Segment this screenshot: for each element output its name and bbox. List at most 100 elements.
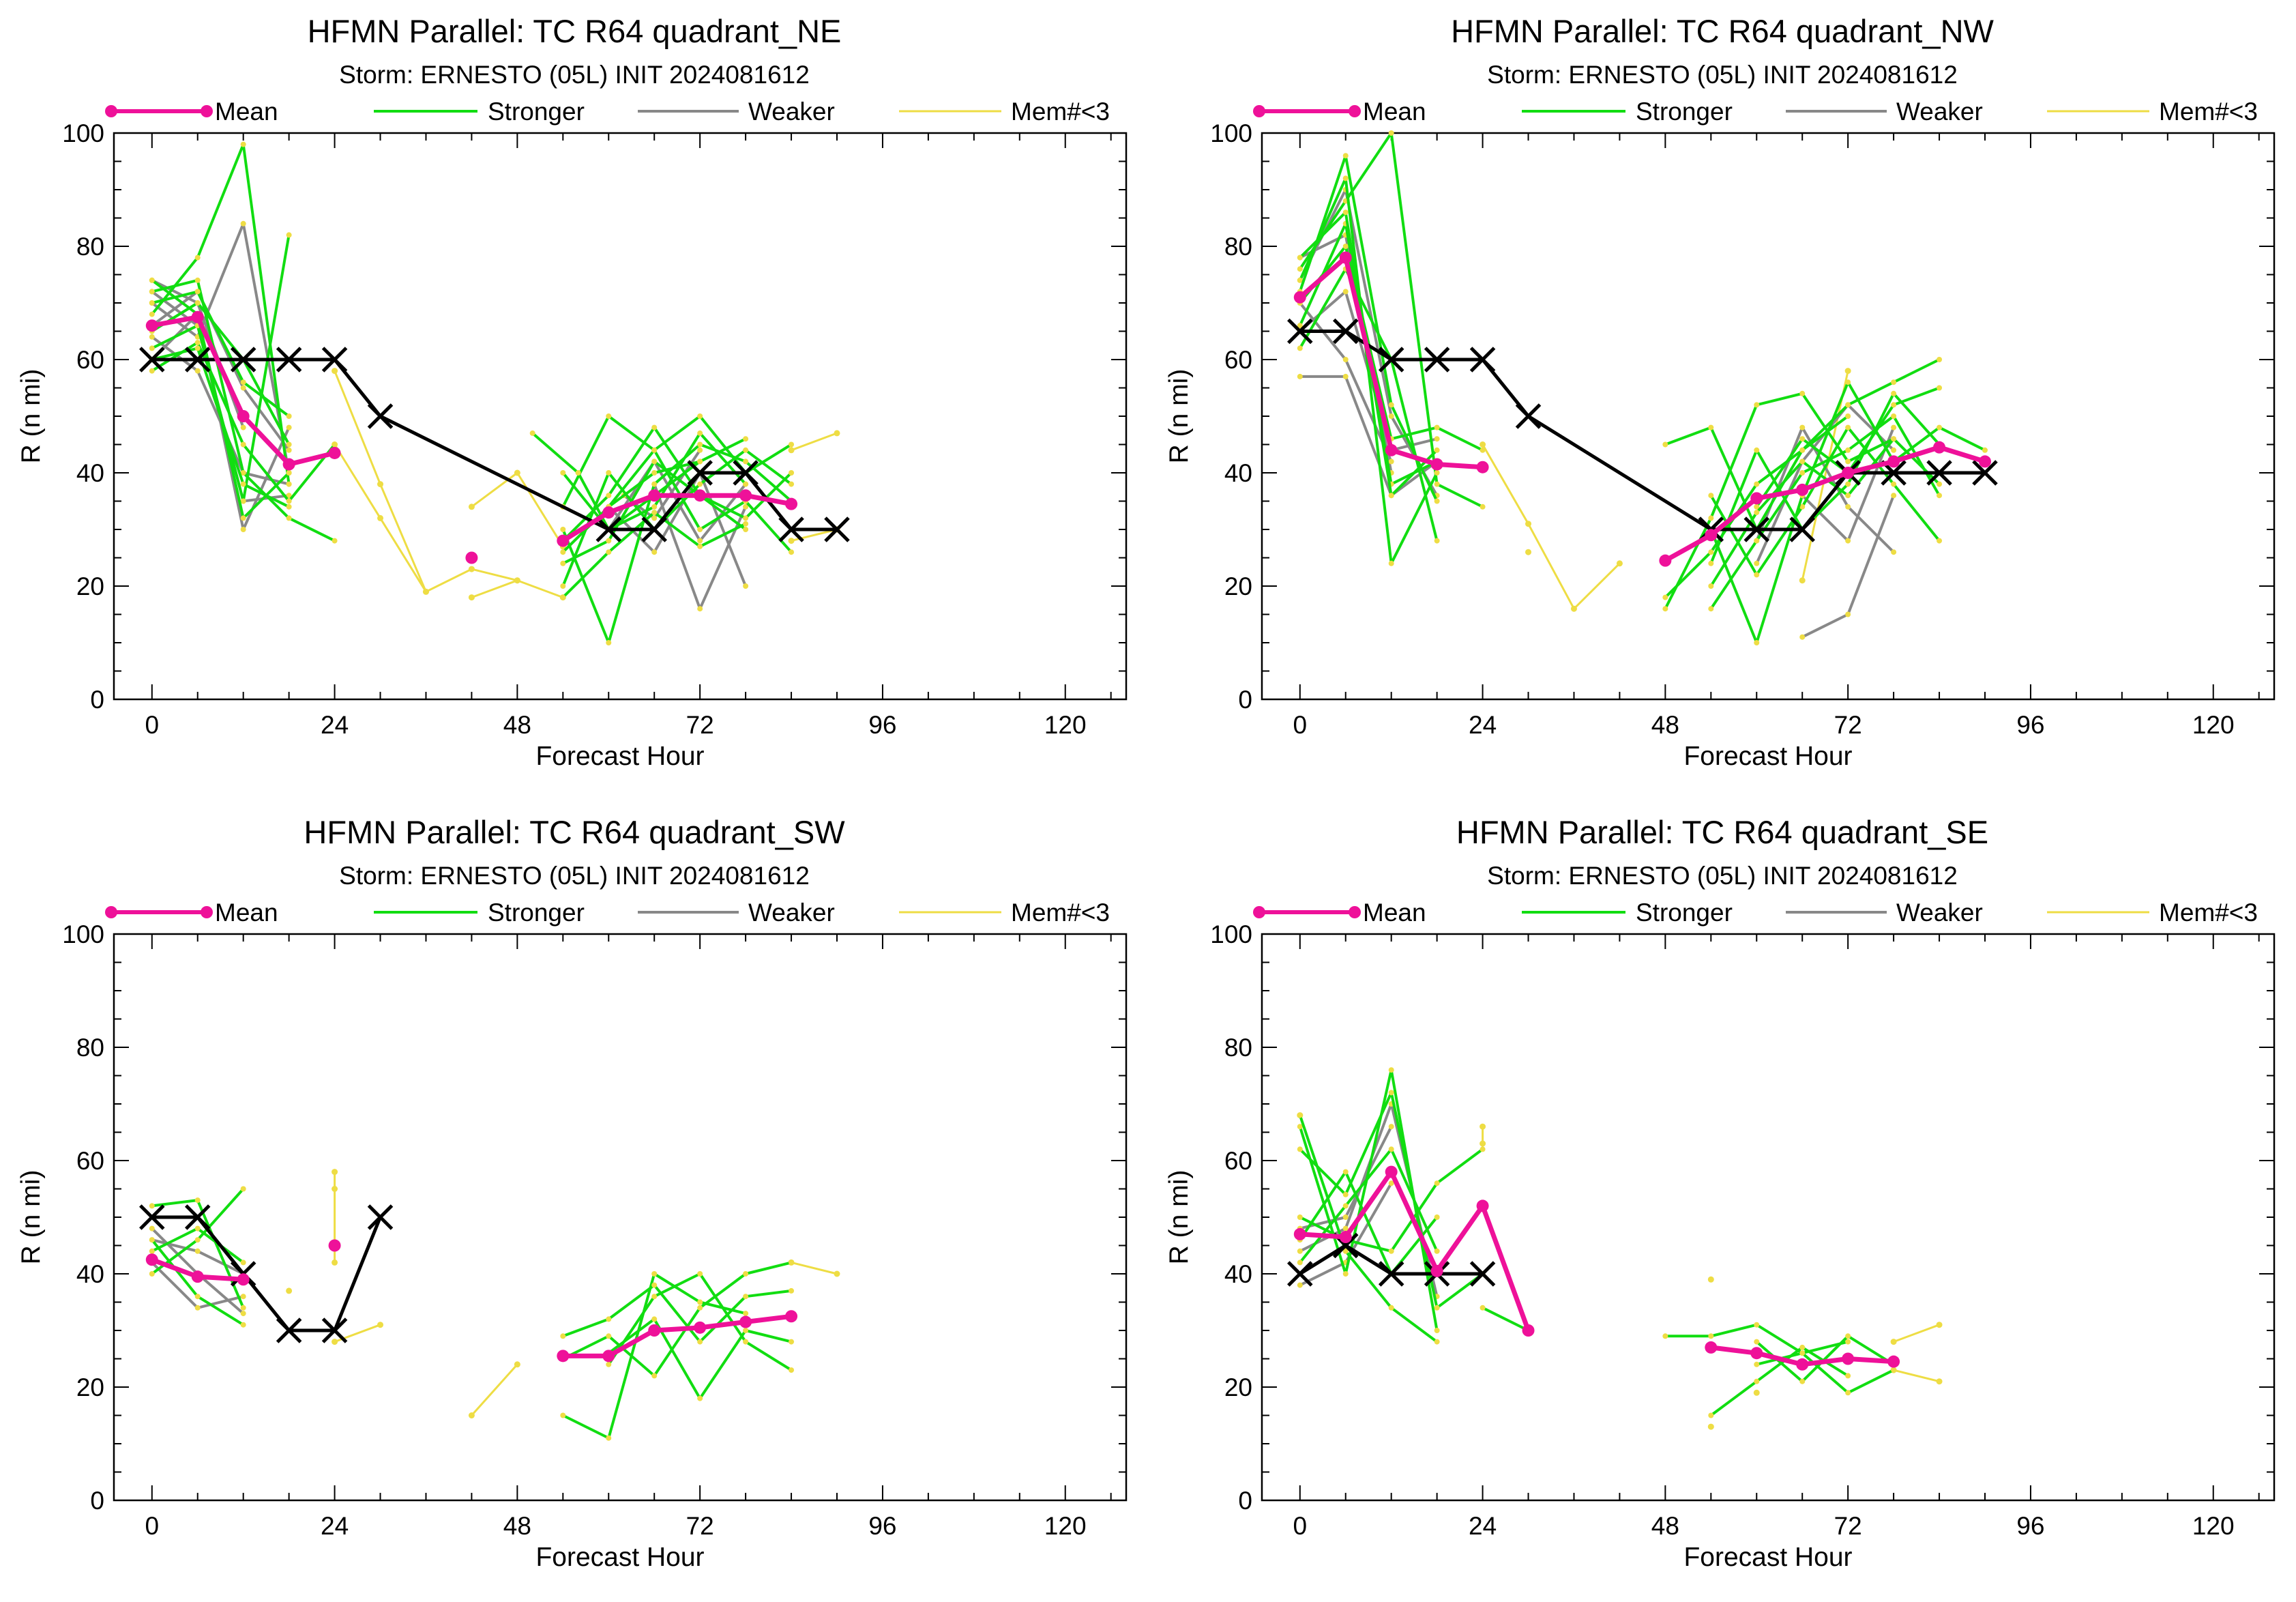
stronger-member-point: [1799, 504, 1806, 510]
best-track-marker: [733, 460, 759, 486]
stronger-member-point: [240, 470, 246, 476]
stronger-member-line: [1298, 1068, 1439, 1331]
x-tick-label: 48: [503, 1512, 531, 1540]
stronger-member-point: [560, 560, 566, 566]
best-track-marker: [184, 1204, 211, 1230]
legend-stronger: Stronger: [374, 98, 585, 126]
legend-few: Mem#<3: [2047, 98, 2258, 126]
chart-title: HFMN Parallel: TC R64 quadrant_NW: [1451, 13, 1994, 49]
stronger-member-point: [606, 1361, 612, 1367]
weaker-member-point: [1891, 549, 1897, 555]
stronger-member-point: [697, 1395, 703, 1401]
stronger-member-point: [1799, 447, 1806, 453]
mean-point: [602, 506, 615, 519]
legend-label-weaker: Weaker: [1896, 98, 1983, 126]
weaker-member-point: [743, 583, 749, 589]
x-tick-label: 0: [1293, 711, 1308, 739]
stronger-members: [1297, 1067, 1897, 1418]
best-track-marker: [1378, 347, 1404, 373]
stronger-member-point: [240, 1322, 246, 1328]
weaker-member-point: [697, 538, 703, 544]
weaker-member-point: [1388, 413, 1394, 419]
weaker-member-point: [1297, 1248, 1303, 1254]
stronger-member-point: [286, 498, 292, 504]
stronger-member-point: [743, 527, 749, 532]
few-member-point: [1525, 521, 1532, 527]
plot-frame: [113, 933, 1128, 1502]
y-tick-label: 80: [1224, 233, 1252, 261]
stronger-member-point: [1845, 424, 1851, 431]
stronger-member-point: [606, 640, 612, 645]
few-member-point: [1799, 577, 1806, 584]
few-member-point: [514, 1361, 520, 1368]
best-track: [139, 347, 850, 542]
stronger-member-point: [194, 289, 201, 295]
stronger-member-point: [651, 1294, 658, 1300]
mean-point: [694, 489, 707, 502]
x-tick-label: 120: [1044, 1512, 1087, 1540]
stronger-member-point: [1662, 441, 1668, 448]
mean-point: [648, 1324, 661, 1337]
y-tick-label: 80: [1224, 1034, 1252, 1062]
few-member-point: [1890, 1339, 1897, 1345]
stronger-member-point: [240, 441, 246, 448]
x-tick-label: 24: [321, 711, 349, 739]
stronger-member-point: [1342, 153, 1349, 159]
stronger-member-line: [1299, 267, 1439, 542]
y-tick-label: 60: [1224, 1147, 1252, 1175]
stronger-member-point: [1388, 130, 1394, 136]
weaker-member-point: [240, 424, 246, 431]
few-member-point: [1936, 1378, 1943, 1385]
y-tick-label: 60: [76, 1147, 104, 1175]
few-member-point: [1844, 368, 1851, 375]
mean-series: [145, 310, 798, 564]
x-tick-label: 72: [1834, 711, 1862, 739]
weaker-member-point: [743, 504, 749, 510]
legend-mean: Mean: [105, 899, 278, 927]
x-tick-label: 72: [686, 1512, 714, 1540]
stronger-member-point: [1434, 447, 1440, 453]
few-member-point: [788, 447, 795, 454]
stronger-member-line: [1709, 415, 1941, 610]
stronger-member-point: [1434, 1339, 1440, 1345]
stronger-member-point: [651, 458, 658, 465]
y-tick-label: 0: [1238, 686, 1252, 714]
chart-subtitle: Storm: ERNESTO (05L) INIT 2024081612: [1487, 862, 1958, 890]
legend-weaker: Weaker: [638, 98, 835, 126]
few-member-point: [286, 1287, 293, 1294]
stronger-member-point: [697, 1339, 703, 1345]
stronger-member-point: [651, 424, 658, 431]
best-track-marker: [1515, 403, 1542, 429]
legend-label-mean: Mean: [1363, 98, 1426, 126]
stronger-member-point: [651, 510, 658, 516]
plot-frame: [1261, 132, 2276, 701]
chart-svg: HFMN Parallel: TC R64 quadrant_NE Storm: …: [16, 13, 1128, 771]
weaker-member-point: [1754, 560, 1760, 566]
few-member-point: [1707, 1276, 1714, 1283]
stronger-member-point: [1708, 515, 1714, 521]
y-tick-label: 60: [1224, 346, 1252, 374]
stronger-member-point: [1434, 470, 1440, 476]
stronger-member-point: [1342, 209, 1349, 216]
mean-point: [1842, 467, 1855, 479]
stronger-member-point: [149, 1203, 155, 1209]
few-member-point: [332, 1169, 338, 1176]
stronger-member-line: [561, 448, 793, 587]
weaker-member-point: [1388, 458, 1394, 465]
weaker-member-point: [240, 1311, 246, 1317]
stronger-member-point: [1845, 413, 1851, 419]
stronger-member-point: [286, 470, 292, 476]
stronger-member-point: [149, 289, 155, 295]
stronger-member-point: [1434, 424, 1440, 431]
stronger-member-point: [194, 300, 201, 306]
few-member-point: [468, 566, 475, 572]
stronger-member-point: [743, 1328, 749, 1333]
stronger-member-point: [1845, 1390, 1851, 1396]
mean-point: [1385, 443, 1398, 456]
few-member-line: [1482, 443, 1621, 610]
stronger-member-point: [240, 141, 246, 147]
legend-label-few: Mem#<3: [1011, 899, 1110, 927]
legend-stronger: Stronger: [374, 899, 585, 927]
stronger-member-point: [1754, 640, 1760, 645]
few-member-point: [377, 481, 384, 488]
